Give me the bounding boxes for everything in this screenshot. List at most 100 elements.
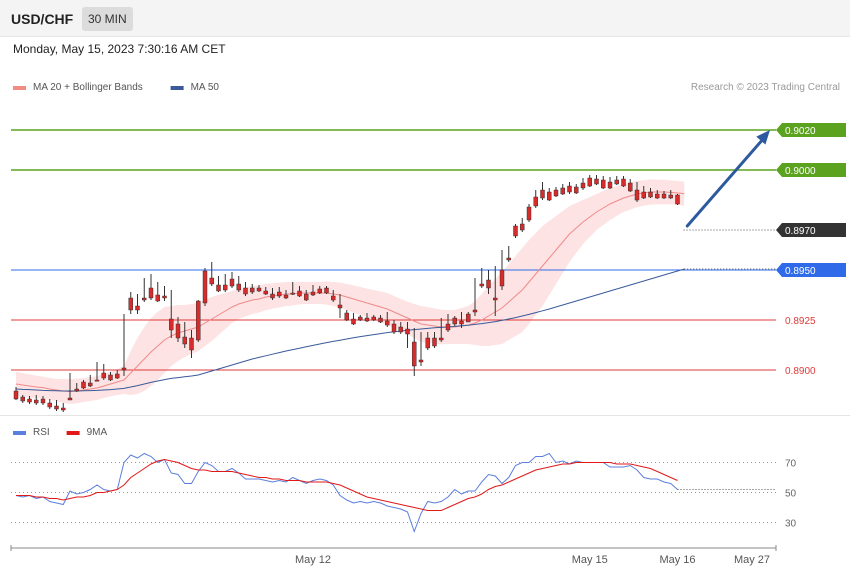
- candle-body: [506, 257, 511, 261]
- candle-body: [459, 320, 464, 325]
- candle-body: [378, 317, 383, 323]
- candle-body: [47, 402, 52, 408]
- candle-body: [236, 283, 241, 291]
- x-axis: May 12 May 15 May 16 May 27: [10, 545, 777, 566]
- projection-arrow: [685, 130, 770, 228]
- legend-label: MA 50: [191, 82, 220, 93]
- candle-body: [202, 270, 208, 304]
- price-legend: MA 20 + Bollinger Bands MA 50: [13, 82, 219, 93]
- candle-body: [418, 359, 424, 363]
- timeframe-badge[interactable]: 30 MIN: [82, 7, 133, 31]
- candle-body: [634, 189, 640, 201]
- chart-datetime: Monday, May 15, 2023 7:30:16 AM CET: [13, 42, 226, 56]
- bollinger-band-area: [16, 179, 685, 404]
- candle-body: [196, 300, 201, 341]
- candle-body: [432, 337, 437, 347]
- ma50-line: [15, 268, 685, 392]
- candle-body: [34, 399, 39, 404]
- candle-body: [391, 323, 397, 333]
- candle-body: [533, 196, 538, 207]
- candle-body: [209, 277, 214, 285]
- level-tag-label: 0.9020: [785, 126, 816, 137]
- level-tag-box: [776, 263, 846, 277]
- candle-body: [115, 373, 120, 379]
- candle-body: [304, 293, 309, 301]
- candle-body: [641, 191, 646, 199]
- projection-line: [685, 136, 766, 228]
- rsi-panel: 70 50 30: [11, 452, 797, 533]
- candle-body: [479, 283, 484, 287]
- candle-body: [290, 292, 295, 295]
- candle-body: [594, 178, 599, 185]
- legend-swatch: [13, 86, 26, 90]
- candle-body: [297, 290, 302, 297]
- candle-body: [452, 317, 457, 325]
- candle-body: [661, 193, 667, 199]
- candle-body: [94, 379, 100, 382]
- candle-body: [668, 194, 673, 199]
- x-tick-label: May 15: [572, 554, 608, 566]
- candle-body: [513, 225, 518, 237]
- candle-body: [547, 191, 552, 201]
- candle-body: [445, 323, 451, 331]
- candle-body: [560, 187, 565, 195]
- candle-body: [331, 295, 336, 301]
- candle-body: [385, 320, 390, 326]
- legend-swatch: [66, 431, 80, 435]
- level-tag-box: [776, 163, 846, 177]
- level-tag-label: 0.8970: [785, 226, 816, 237]
- price-tags: 0.9020 0.9000 0.8970 0.8950 0.8925 0.8900: [776, 123, 846, 377]
- credit-text: Research © 2023 Trading Central: [691, 82, 840, 93]
- candle-body: [405, 328, 410, 335]
- candle-body: [148, 287, 154, 299]
- candle-body: [27, 398, 32, 403]
- rsi-level-label: 50: [785, 489, 797, 500]
- legend-label: RSI: [33, 427, 50, 438]
- candle-body: [54, 405, 59, 410]
- candle-body: [621, 178, 626, 187]
- candle-body: [40, 398, 46, 404]
- candle-body: [270, 293, 275, 299]
- candle-body: [466, 313, 471, 323]
- legend-swatch: [170, 86, 184, 90]
- candle-body: [142, 297, 147, 301]
- candle-body: [74, 388, 79, 392]
- candle-body: [13, 390, 19, 400]
- candle-body: [607, 181, 613, 189]
- candle-body: [128, 297, 133, 311]
- candle-body: [587, 177, 592, 187]
- candle-body: [61, 407, 66, 411]
- candle-body: [223, 284, 228, 291]
- ma20-line: [15, 191, 685, 393]
- candle-body: [216, 284, 221, 292]
- candle-body: [169, 318, 174, 331]
- rsi-line: [15, 452, 678, 533]
- candle-body: [20, 396, 25, 402]
- candle-body: [540, 189, 545, 199]
- candle-body: [263, 290, 268, 295]
- candle-body: [277, 291, 282, 297]
- candle-body: [121, 367, 127, 371]
- candle-body: [358, 316, 363, 321]
- candle-body: [614, 179, 619, 185]
- legend-label: MA 20 + Bollinger Bands: [33, 82, 143, 93]
- rsi-level-label: 30: [785, 519, 797, 530]
- candle-body: [182, 336, 187, 345]
- candle-body: [580, 182, 586, 189]
- instrument-pair: USD/CHF: [11, 11, 74, 27]
- candle-body: [108, 374, 113, 381]
- candle-body: [486, 279, 491, 289]
- panel-divider: [0, 415, 850, 416]
- candle-body: [553, 189, 559, 197]
- level-tag-label: 0.8900: [785, 366, 816, 377]
- rsi-legend: RSI 9MA: [13, 427, 107, 438]
- candle-body: [175, 323, 181, 339]
- candle-body: [601, 179, 606, 189]
- level-tag-label: 0.8950: [785, 266, 816, 277]
- candle-body: [189, 337, 194, 351]
- candle-body: [162, 295, 167, 299]
- candle-body: [472, 309, 478, 313]
- legend-swatch: [13, 431, 26, 435]
- candle-body: [499, 269, 505, 287]
- candles: [13, 175, 680, 412]
